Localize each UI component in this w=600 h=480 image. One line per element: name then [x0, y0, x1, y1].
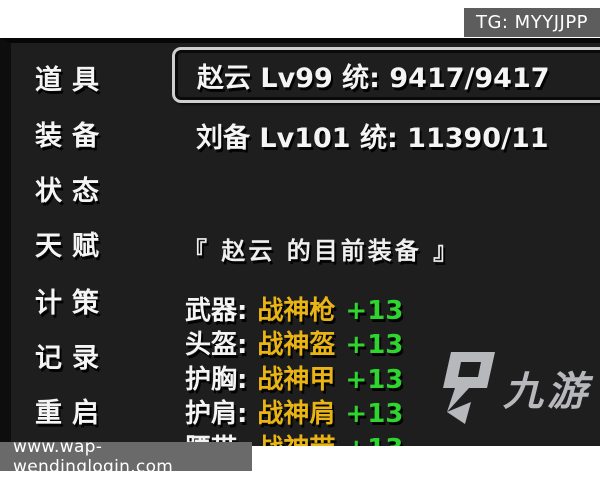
- equipment-slot-label: 护胸:: [185, 365, 248, 395]
- equipment-row-chest[interactable]: 护胸: 战神甲 +13: [185, 359, 403, 396]
- equipment-enhance-level: +13: [345, 434, 403, 446]
- equipment-slot-label: 护肩:: [185, 399, 248, 429]
- equipment-enhance-level: +13: [345, 296, 404, 326]
- sidebar-item-equipment[interactable]: 装备: [35, 121, 109, 152]
- 9game-logo-icon: [443, 352, 495, 424]
- equipment-slot-label: 武器:: [185, 296, 248, 326]
- equipment-row-shoulder[interactable]: 护肩: 战神肩 +13: [185, 393, 403, 430]
- equipment-row-belt[interactable]: 腰带:战神带+13: [185, 428, 403, 446]
- sidebar-item-restart[interactable]: 重启: [35, 398, 109, 429]
- equipment-item-name: 战神盔: [257, 330, 336, 360]
- character-line: 赵云 Lv99 统: 9417/9417: [197, 62, 550, 94]
- sidebar-item-items[interactable]: 道具: [35, 65, 109, 96]
- sidebar-item-record[interactable]: 记录: [35, 343, 109, 374]
- sidebar-item-strategy[interactable]: 计策: [35, 288, 109, 319]
- url-watermark-label: www.wap-wendinglogin.com: [13, 436, 174, 477]
- equipment-enhance-level: +13: [345, 365, 404, 395]
- section-title: 『 赵云 的目前装备 』: [183, 237, 461, 265]
- equipment-row-helmet[interactable]: 头盔: 战神盔 +13: [185, 324, 403, 361]
- equipment-item-name: 战神枪: [257, 296, 336, 326]
- equipment-item-name: 战神带: [257, 434, 335, 446]
- url-watermark-badge: www.wap-wendinglogin.com: [0, 437, 252, 477]
- character-row[interactable]: 刘备 Lv101 统: 11390/11: [196, 123, 549, 154]
- equipment-enhance-level: +13: [345, 399, 404, 429]
- character-row-selected[interactable]: 赵云 Lv99 统: 9417/9417: [172, 47, 600, 103]
- equipment-slot-label: 头盔:: [185, 330, 248, 360]
- game-panel: 道具 装备 状态 天赋 计策 记录 重启 赵云 Lv99 统: 9417/941…: [0, 38, 600, 446]
- sidebar-item-status[interactable]: 状态: [35, 176, 109, 207]
- equipment-enhance-level: +13: [345, 330, 404, 360]
- equipment-item-name: 战神肩: [257, 399, 336, 429]
- equipment-item-name: 战神甲: [257, 365, 336, 395]
- equipment-row-weapon[interactable]: 武器: 战神枪 +13: [185, 290, 403, 327]
- 9game-watermark-label: 九游: [503, 369, 591, 415]
- 9game-watermark: 九游: [435, 350, 591, 426]
- tg-contact-badge: TG: MYYJJPP: [464, 8, 600, 37]
- sidebar-item-talent[interactable]: 天赋: [35, 231, 109, 262]
- tg-contact-label: TG: MYYJJPP: [475, 12, 589, 33]
